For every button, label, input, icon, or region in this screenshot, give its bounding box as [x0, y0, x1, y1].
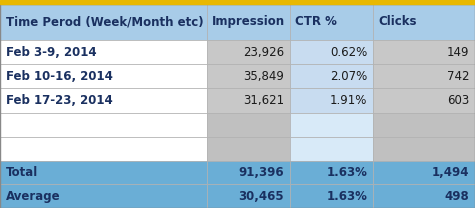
Text: 2.07%: 2.07%	[330, 70, 367, 83]
Bar	[207, 64, 290, 88]
Bar	[207, 40, 290, 64]
Text: Clicks: Clicks	[379, 15, 417, 28]
Bar	[373, 161, 475, 184]
Bar	[373, 184, 475, 208]
Text: Average: Average	[6, 190, 60, 203]
Bar	[0, 113, 207, 137]
Bar	[290, 88, 373, 113]
Bar	[207, 184, 290, 208]
Text: 498: 498	[445, 190, 469, 203]
Text: Total: Total	[6, 166, 38, 179]
Text: 1.63%: 1.63%	[326, 190, 367, 203]
Text: 1.63%: 1.63%	[326, 166, 367, 179]
Bar	[207, 113, 290, 137]
Bar	[207, 88, 290, 113]
Text: 1.91%: 1.91%	[330, 94, 367, 107]
Text: Impression: Impression	[212, 15, 285, 28]
Text: 149: 149	[447, 46, 469, 59]
Text: 603: 603	[447, 94, 469, 107]
Text: 35,849: 35,849	[243, 70, 284, 83]
Bar	[207, 4, 290, 40]
Text: 1,494: 1,494	[432, 166, 469, 179]
Bar	[373, 137, 475, 161]
Text: Time Perod (Week/Month etc): Time Perod (Week/Month etc)	[6, 15, 203, 28]
Text: CTR %: CTR %	[295, 15, 337, 28]
Text: 742: 742	[447, 70, 469, 83]
Bar	[373, 64, 475, 88]
Bar	[0, 184, 207, 208]
Bar	[0, 161, 207, 184]
Text: Feb 3-9, 2014: Feb 3-9, 2014	[6, 46, 96, 59]
Bar	[373, 88, 475, 113]
Bar	[290, 137, 373, 161]
Bar	[0, 137, 207, 161]
Bar	[373, 40, 475, 64]
Bar	[0, 88, 207, 113]
Bar	[290, 184, 373, 208]
Text: Feb 17-23, 2014: Feb 17-23, 2014	[6, 94, 113, 107]
Bar	[290, 64, 373, 88]
Text: 0.62%: 0.62%	[330, 46, 367, 59]
Bar	[0, 40, 207, 64]
Bar	[373, 4, 475, 40]
Bar	[290, 113, 373, 137]
Bar	[290, 4, 373, 40]
Text: 23,926: 23,926	[243, 46, 284, 59]
Bar	[207, 137, 290, 161]
Bar	[0, 4, 207, 40]
Bar	[290, 40, 373, 64]
Bar	[290, 161, 373, 184]
Bar	[0, 64, 207, 88]
Text: Feb 10-16, 2014: Feb 10-16, 2014	[6, 70, 113, 83]
Text: 31,621: 31,621	[243, 94, 284, 107]
Bar	[0, 0, 475, 4]
Bar	[207, 161, 290, 184]
Text: 91,396: 91,396	[238, 166, 284, 179]
Text: 30,465: 30,465	[238, 190, 284, 203]
Bar	[373, 113, 475, 137]
